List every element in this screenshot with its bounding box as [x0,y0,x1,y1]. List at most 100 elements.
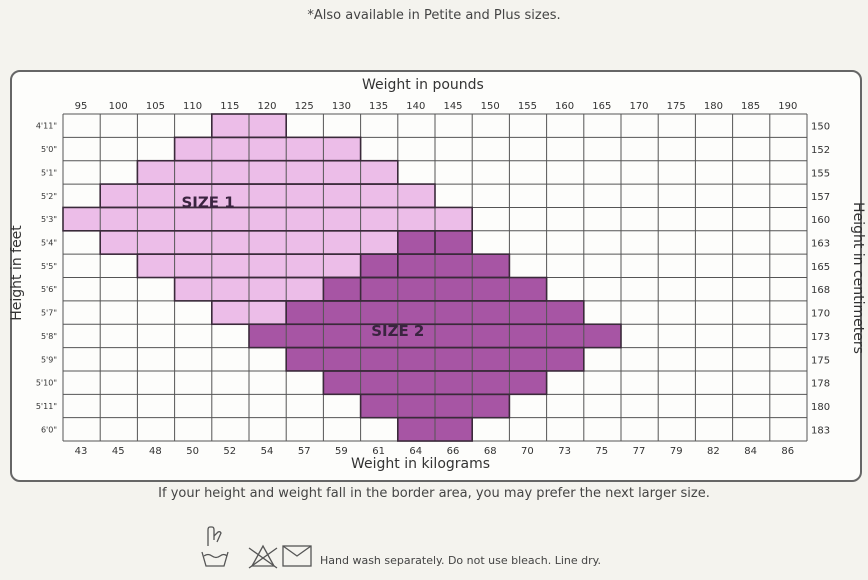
pound-tick-label: 100 [109,101,128,112]
size-1-cell [323,160,361,185]
size-1-cell [360,160,398,185]
centimeter-tick-label: 175 [811,355,830,366]
kilogram-tick-label: 84 [744,446,757,457]
size-1-cell [286,254,324,278]
size-2-cell [397,254,435,278]
feet-tick-label: 5'1" [41,168,57,177]
feet-tick-label: 5'6" [41,285,57,294]
x-axis-title-top: Weight in pounds [362,77,484,93]
size-1-cell [211,160,249,185]
size-2-cell [323,324,361,348]
pound-tick-label: 110 [183,101,202,112]
kilogram-tick-label: 66 [447,446,460,457]
pound-tick-label: 170 [629,101,648,112]
size-2-cell [286,347,324,371]
kilogram-tick-label: 64 [409,446,422,457]
size-2-cell [286,300,324,325]
pound-tick-label: 190 [778,101,797,112]
size-2-cell [435,230,473,255]
size-2-cell [435,347,473,371]
centimeter-tick-label: 160 [811,215,830,226]
kilogram-tick-label: 86 [781,446,794,457]
size-2-cell [472,324,510,348]
feet-tick-label: 5'4" [41,238,57,247]
centimeter-tick-label: 155 [811,168,830,179]
size-2-cell [397,417,435,442]
size-1-cell [211,230,249,255]
size-1-cell [174,184,212,208]
pound-tick-label: 120 [257,101,276,112]
size-2-cell [360,300,398,325]
feet-tick-label: 5'3" [41,215,57,224]
kilogram-tick-label: 50 [186,446,199,457]
size-2-cell [360,277,398,301]
size-1-cell [323,254,361,278]
size-2-cell [323,277,361,301]
size-2-cell [360,324,398,348]
size-1-cell [174,207,212,231]
size-1-cell [100,207,138,231]
size-2-cell [472,347,510,371]
kilogram-tick-label: 57 [298,446,311,457]
size-2-cell [323,370,361,395]
kilogram-tick-label: 45 [112,446,125,457]
size-1-cell [211,114,249,138]
kilogram-tick-label: 75 [595,446,608,457]
pound-tick-label: 135 [369,101,388,112]
size-1-cell [286,160,324,185]
size-1-cell [211,207,249,231]
centimeter-tick-label: 150 [811,122,830,133]
size-2-cell [360,370,398,395]
feet-tick-label: 5'9" [41,355,57,364]
feet-tick-label: 5'2" [41,192,57,201]
size-1-cell [211,254,249,278]
size-1-cell [249,254,287,278]
size-2-cell [509,347,547,371]
feet-tick-label: 5'5" [41,262,57,271]
size-2-cell [546,324,584,348]
pound-tick-label: 165 [592,101,611,112]
size-1-cell [211,277,249,301]
size-2-cell [397,370,435,395]
size-1-cell [286,137,324,161]
size-1-cell [286,277,324,301]
line-dry-icon [282,545,312,567]
size-1-cell [249,230,287,255]
size-1-cell [360,207,398,231]
pound-tick-label: 140 [406,101,425,112]
care-icons [201,526,312,569]
size-1-cell [249,137,287,161]
no-bleach-icon [248,544,278,569]
size-1-cell [249,277,287,301]
size-2-cell [509,324,547,348]
kilogram-tick-label: 79 [670,446,683,457]
centimeter-tick-label: 157 [811,192,830,203]
size-1-cell [323,230,361,255]
size-2-cell [397,324,435,348]
size-1-cell [249,114,287,138]
pound-tick-label: 115 [220,101,239,112]
size-1-cell [286,184,324,208]
size-2-cell [360,347,398,371]
size-1-cell [323,184,361,208]
size-2-cell [472,277,510,301]
size-1-cell [397,207,435,231]
size-1-cell [174,137,212,161]
size-1-cell [397,184,435,208]
kilogram-tick-label: 68 [484,446,497,457]
pound-tick-label: 160 [555,101,574,112]
size-2-cell [397,300,435,325]
pound-tick-label: 130 [332,101,351,112]
size-1-cell [174,230,212,255]
size-1-label: SIZE 1 [181,193,234,211]
size-1-cell [360,230,398,255]
size-1-cell [249,207,287,231]
feet-tick-label: 5'8" [41,332,57,341]
border-area-note: If your height and weight fall in the bo… [158,486,710,501]
pound-tick-label: 150 [481,101,500,112]
size-2-cell [472,370,510,395]
size-2-cell [435,254,473,278]
size-2-cell [583,324,621,348]
pound-tick-label: 125 [295,101,314,112]
